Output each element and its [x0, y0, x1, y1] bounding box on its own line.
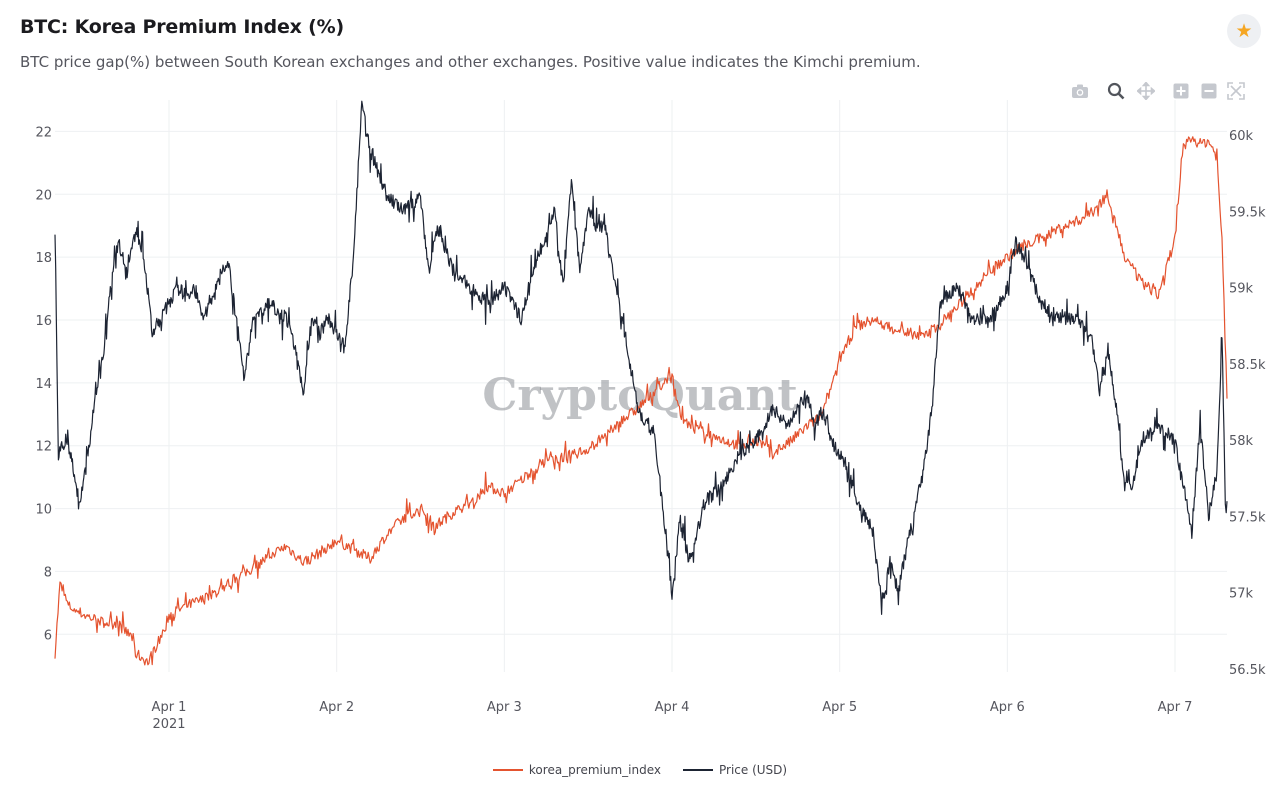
legend-item-korea-premium-index[interactable]: korea_premium_index [492, 763, 661, 777]
y-axis-left: 6 8 10 12 14 16 18 20 22 [35, 125, 52, 643]
zoom-in-button[interactable] [1169, 80, 1193, 102]
legend-label: Price (USD) [719, 763, 788, 777]
y-left-tick-label: 18 [35, 251, 52, 266]
camera-icon [1072, 84, 1088, 98]
favorite-button[interactable]: ★ [1227, 14, 1261, 48]
x-tick-label: Apr 1 [152, 700, 187, 715]
chart-legend: korea_premium_index Price (USD) [0, 763, 1280, 777]
legend-swatch-price [683, 769, 713, 771]
autoscale-button[interactable] [1224, 80, 1248, 102]
zoom-out-button[interactable] [1197, 80, 1221, 102]
zoom-button[interactable] [1104, 80, 1128, 102]
y-axis-right: 56.5k 57k 57.5k 58k 58.5k 59k 59.5k 60k [1229, 129, 1266, 678]
x-axis: Apr 1 Apr 2 Apr 3 Apr 4 Apr 5 Apr 6 Apr 7 2021 [152, 700, 1193, 732]
y-left-tick-label: 10 [35, 503, 52, 518]
y-right-tick-label: 60k [1229, 129, 1254, 144]
y-left-tick-label: 16 [35, 314, 52, 329]
series-line-korea-premium-index [54, 136, 1228, 666]
x-tick-label: Apr 6 [990, 700, 1025, 715]
x-tick-label: Apr 2 [319, 700, 354, 715]
y-right-tick-label: 58.5k [1229, 358, 1266, 373]
y-left-tick-label: 20 [35, 188, 52, 203]
y-right-tick-label: 56.5k [1229, 663, 1266, 678]
y-right-tick-label: 57k [1229, 587, 1254, 602]
legend-swatch-korea-premium [492, 769, 523, 771]
legend-label: korea_premium_index [528, 763, 661, 777]
zoom-out-icon [1201, 83, 1217, 99]
y-right-tick-label: 57.5k [1229, 510, 1266, 525]
zoom-in-icon [1173, 83, 1189, 99]
y-right-tick-label: 58k [1229, 434, 1254, 449]
pan-icon [1137, 82, 1155, 100]
x-tick-label: Apr 5 [822, 700, 857, 715]
y-left-tick-label: 6 [44, 628, 52, 643]
y-right-tick-label: 59k [1229, 282, 1254, 297]
autoscale-icon [1227, 82, 1245, 100]
page-title: BTC: Korea Premium Index (%) [20, 16, 344, 38]
star-icon: ★ [1235, 20, 1253, 42]
x-tick-label: Apr 4 [655, 700, 690, 715]
y-left-tick-label: 12 [35, 440, 52, 455]
zoom-icon [1107, 82, 1125, 100]
y-right-tick-label: 59.5k [1229, 205, 1266, 220]
x-tick-label: Apr 7 [1158, 700, 1193, 715]
page-subtitle: BTC price gap(%) between South Korean ex… [20, 53, 921, 71]
legend-item-price-usd[interactable]: Price (USD) [683, 763, 787, 777]
camera-button[interactable] [1068, 80, 1092, 102]
y-left-tick-label: 22 [35, 125, 52, 140]
pan-button[interactable] [1134, 80, 1158, 102]
y-left-tick-label: 8 [44, 565, 52, 580]
x-year-label: 2021 [152, 717, 185, 732]
chart-grid [55, 100, 1227, 672]
chart-series [54, 100, 1228, 666]
series-line-price-usd [54, 100, 1228, 615]
y-left-tick-label: 14 [35, 377, 52, 392]
x-tick-label: Apr 3 [487, 700, 522, 715]
